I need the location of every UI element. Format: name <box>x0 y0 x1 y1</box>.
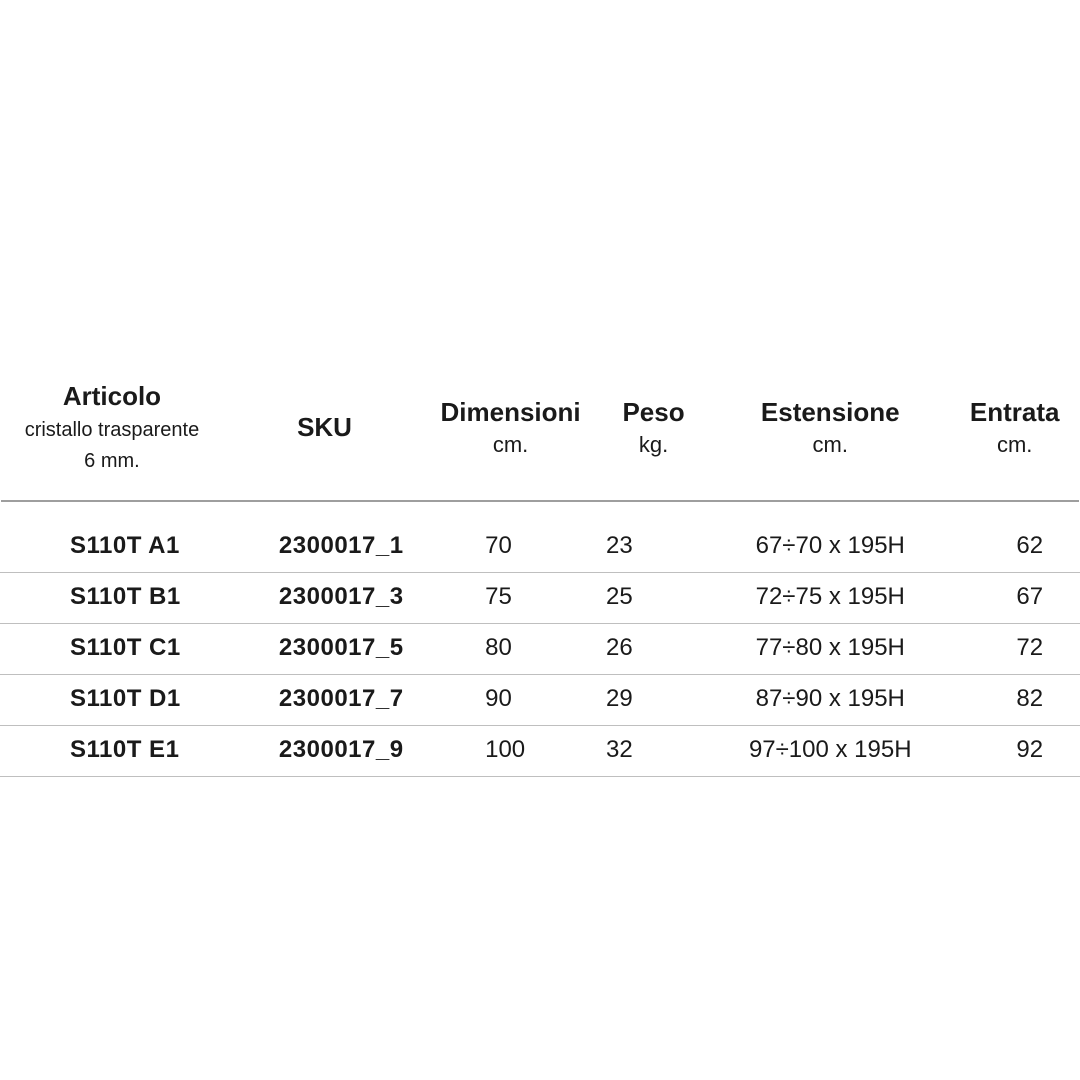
cell-entrata: 92 <box>949 725 1080 776</box>
cell-estensione: 72÷75 x 195H <box>711 572 949 623</box>
cell-estensione: 77÷80 x 195H <box>711 623 949 674</box>
cell-peso: 23 <box>596 508 711 573</box>
cell-articolo: S110T D1 <box>0 674 224 725</box>
col-title: Peso <box>622 397 684 427</box>
table-header: Articolo cristallo trasparente 6 mm. SKU… <box>0 380 1080 508</box>
spec-table-container: Articolo cristallo trasparente 6 mm. SKU… <box>0 380 1080 777</box>
cell-dimensioni: 90 <box>425 674 596 725</box>
col-header-dimensioni: Dimensioni cm. <box>425 380 596 481</box>
cell-peso: 25 <box>596 572 711 623</box>
table-row: S110T B12300017_3752572÷75 x 195H67 <box>0 572 1080 623</box>
col-sub1: cristallo trasparente <box>25 419 200 441</box>
col-title: Articolo <box>63 381 161 411</box>
col-title: Entrata <box>970 397 1060 427</box>
cell-peso: 26 <box>596 623 711 674</box>
col-header-estensione: Estensione cm. <box>711 380 949 481</box>
cell-sku: 2300017_5 <box>224 623 425 674</box>
cell-peso: 32 <box>596 725 711 776</box>
table-body: S110T A12300017_1702367÷70 x 195H62S110T… <box>0 508 1080 777</box>
header-divider <box>1 500 1079 502</box>
cell-sku: 2300017_3 <box>224 572 425 623</box>
col-header-peso: Peso kg. <box>596 380 711 481</box>
cell-dimensioni: 70 <box>425 508 596 573</box>
cell-sku: 2300017_9 <box>224 725 425 776</box>
cell-articolo: S110T E1 <box>0 725 224 776</box>
cell-estensione: 67÷70 x 195H <box>711 508 949 573</box>
col-unit: cm. <box>813 432 848 457</box>
cell-dimensioni: 75 <box>425 572 596 623</box>
table-row: S110T A12300017_1702367÷70 x 195H62 <box>0 508 1080 573</box>
col-header-sku: SKU <box>224 380 425 481</box>
col-unit: cm. <box>997 432 1032 457</box>
cell-articolo: S110T A1 <box>0 508 224 573</box>
cell-entrata: 67 <box>949 572 1080 623</box>
cell-entrata: 62 <box>949 508 1080 573</box>
cell-sku: 2300017_7 <box>224 674 425 725</box>
col-title: Dimensioni <box>440 397 580 427</box>
cell-articolo: S110T B1 <box>0 572 224 623</box>
col-unit: cm. <box>493 432 528 457</box>
cell-estensione: 87÷90 x 195H <box>711 674 949 725</box>
col-header-entrata: Entrata cm. <box>949 380 1080 481</box>
cell-sku: 2300017_1 <box>224 508 425 573</box>
col-sub2: 6 mm. <box>84 450 140 472</box>
cell-dimensioni: 100 <box>425 725 596 776</box>
col-title: Estensione <box>761 397 900 427</box>
table-row: S110T E12300017_91003297÷100 x 195H92 <box>0 725 1080 776</box>
cell-articolo: S110T C1 <box>0 623 224 674</box>
spec-table: Articolo cristallo trasparente 6 mm. SKU… <box>0 380 1080 777</box>
cell-dimensioni: 80 <box>425 623 596 674</box>
table-row: S110T D12300017_7902987÷90 x 195H82 <box>0 674 1080 725</box>
col-unit: kg. <box>639 432 668 457</box>
cell-estensione: 97÷100 x 195H <box>711 725 949 776</box>
col-header-articolo: Articolo cristallo trasparente 6 mm. <box>0 380 224 481</box>
table-row: S110T C12300017_5802677÷80 x 195H72 <box>0 623 1080 674</box>
cell-entrata: 82 <box>949 674 1080 725</box>
col-title: SKU <box>297 412 352 442</box>
cell-entrata: 72 <box>949 623 1080 674</box>
cell-peso: 29 <box>596 674 711 725</box>
